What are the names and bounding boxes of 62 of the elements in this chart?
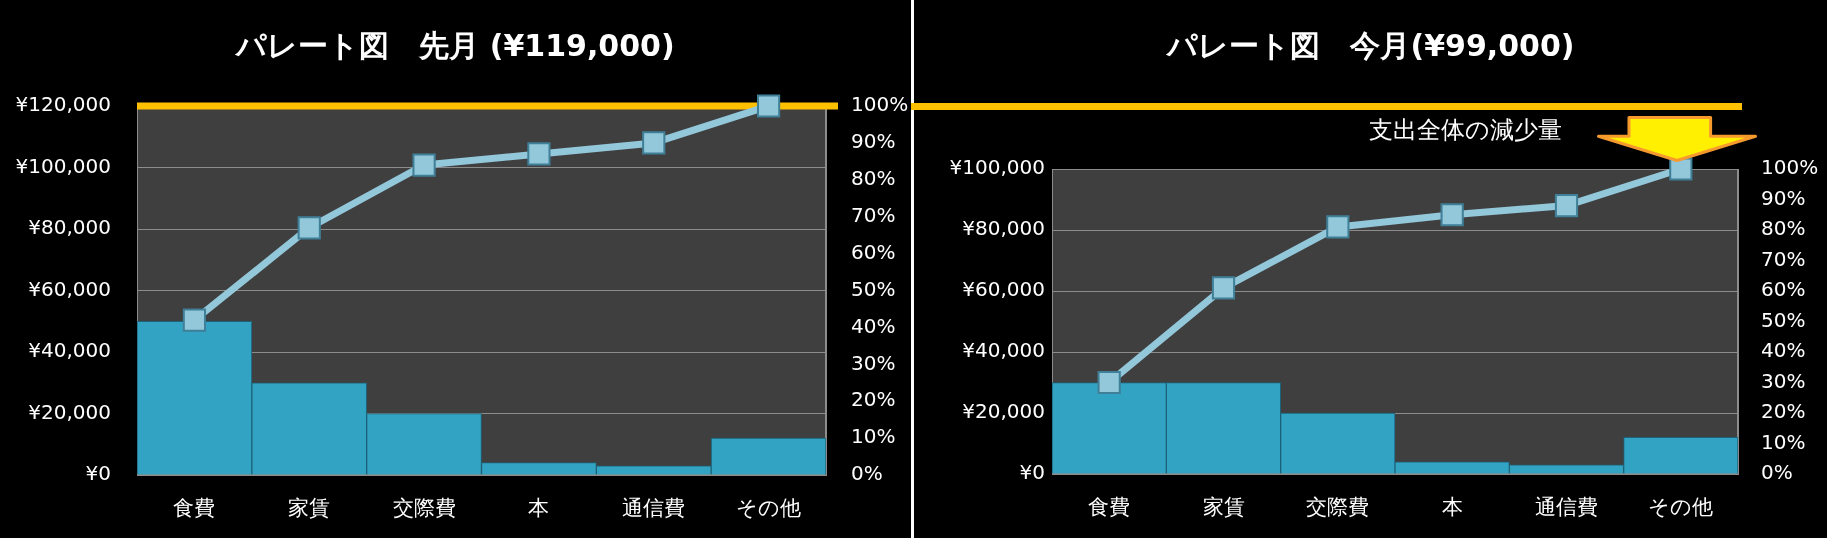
y-tick-label: ¥60,000 <box>962 277 1045 302</box>
x-tick-label: 家賃 <box>1202 495 1245 520</box>
text: 支出全体の減少量 <box>1369 116 1562 145</box>
y2-tick-label: 80% <box>1761 216 1806 241</box>
y-tick-label: ¥80,000 <box>962 216 1045 241</box>
point <box>1211 276 1236 300</box>
y-tick-label: ¥40,000 <box>28 338 111 363</box>
y2-tick-label: 10% <box>1761 429 1806 454</box>
y2-tick-label: 60% <box>851 239 896 264</box>
y-tick-label: ¥120,000 <box>15 92 111 117</box>
y-tick-label: ¥100,000 <box>949 155 1045 180</box>
point <box>412 153 436 177</box>
y2-tick-label: 90% <box>1761 185 1806 210</box>
y2-tick-label: 40% <box>851 313 896 338</box>
point <box>1554 193 1579 218</box>
chart-title: パレート図 今月(¥99,000) <box>1165 27 1575 63</box>
y-tick-label: ¥100,000 <box>15 153 111 178</box>
x-tick-label: 交際費 <box>1306 495 1370 520</box>
x-tick-label: その他 <box>736 496 802 521</box>
y2-tick-label: 100% <box>851 92 909 117</box>
point <box>1669 157 1693 181</box>
x-tick-label: その他 <box>1648 495 1714 520</box>
y2-tick-label: 30% <box>1761 368 1806 393</box>
y-tick-label: ¥80,000 <box>28 215 111 240</box>
y-tick-label: ¥0 <box>85 461 111 486</box>
y2-tick-label: 90% <box>851 129 896 154</box>
y-tick-label: ¥40,000 <box>962 338 1045 363</box>
point <box>1440 203 1464 227</box>
point <box>1326 215 1350 239</box>
chart-title: パレート図 先月 (¥119,000) <box>234 27 675 63</box>
point <box>756 94 781 118</box>
y2-tick-label: 80% <box>851 166 896 190</box>
y2-tick-label: 10% <box>851 424 896 449</box>
point <box>642 131 666 155</box>
y-tick-label: ¥0 <box>1019 460 1045 485</box>
y2-tick-label: 50% <box>851 276 896 301</box>
point <box>1097 370 1121 395</box>
x-tick-label: 交際費 <box>392 496 456 521</box>
point <box>527 142 551 166</box>
y2-tick-label: 0% <box>851 461 883 486</box>
y2-tick-label: 20% <box>851 387 896 412</box>
y-tick-label: ¥20,000 <box>962 399 1045 424</box>
y2-tick-label: 0% <box>1761 460 1793 485</box>
x-tick-label: 本 <box>528 496 550 521</box>
y-tick-label: ¥20,000 <box>28 399 111 424</box>
y2-tick-label: 30% <box>851 350 896 375</box>
y2-tick-label: 40% <box>1761 338 1806 363</box>
point <box>297 216 321 240</box>
y-tick-label: ¥60,000 <box>28 276 111 301</box>
y2-tick-label: 70% <box>1761 246 1806 271</box>
x-tick-label: 食費 <box>173 496 216 521</box>
y2-tick-label: 60% <box>1761 277 1806 302</box>
y2-tick-label: 100% <box>1761 155 1819 180</box>
y2-tick-label: 70% <box>851 202 896 227</box>
x-tick-label: 通信費 <box>622 496 686 521</box>
point <box>182 308 207 332</box>
x-tick-label: 通信費 <box>1535 495 1598 520</box>
x-tick-label: 食費 <box>1088 495 1131 520</box>
x-tick-label: 本 <box>1441 495 1463 520</box>
x-tick-label: 家賃 <box>288 496 331 521</box>
y2-tick-label: 50% <box>1761 307 1806 332</box>
y2-tick-label: 20% <box>1761 399 1806 424</box>
